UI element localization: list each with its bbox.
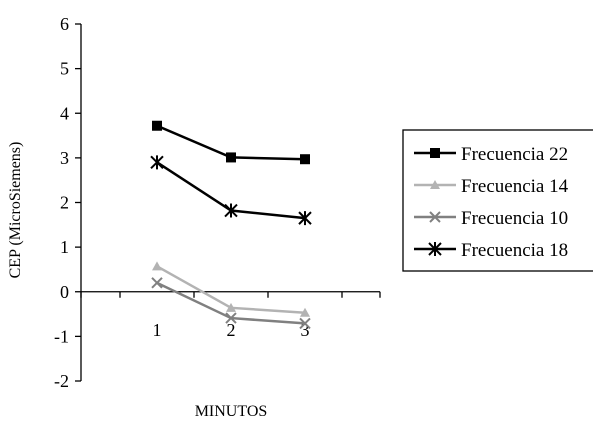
x-tick-label: 1	[153, 320, 162, 340]
y-tick-label: 6	[60, 14, 69, 34]
legend-label: Frecuencia 14	[461, 176, 569, 197]
legend-label: Frecuencia 18	[461, 240, 568, 261]
y-tick-label: -1	[54, 326, 69, 346]
legend-item: Frecuencia 22	[414, 144, 568, 165]
plot-area	[150, 120, 312, 330]
data-point	[298, 211, 312, 226]
data-point	[300, 307, 310, 317]
legend-label: Frecuencia 22	[461, 144, 568, 165]
data-point	[150, 155, 164, 170]
legend-marker	[430, 148, 440, 158]
y-tick-label: 5	[60, 59, 69, 79]
legend-label: Frecuencia 10	[461, 208, 568, 229]
legend-marker	[430, 180, 440, 189]
x-tick-label: 2	[227, 320, 236, 340]
data-point	[299, 317, 311, 330]
data-point	[151, 277, 163, 289]
x-axis-title: MINUTOS	[195, 403, 268, 420]
x-axis: 1 2 3	[80, 291, 381, 340]
y-tick-label: 2	[60, 193, 69, 213]
series-3	[151, 277, 311, 330]
y-axis-title: CEP (MicroSiemens)	[7, 142, 24, 279]
data-point	[300, 154, 310, 165]
legend-marker	[429, 211, 441, 223]
data-point	[152, 261, 162, 271]
legend-item: Frecuencia 14	[414, 176, 569, 197]
y-tick-label: -2	[54, 371, 69, 391]
series-4	[150, 155, 312, 226]
legend-marker	[428, 242, 442, 256]
legend-item: Frecuencia 10	[414, 208, 568, 229]
data-point	[226, 152, 236, 163]
data-point	[226, 302, 236, 312]
data-point	[225, 312, 237, 324]
y-tick-label: 4	[60, 103, 69, 123]
series-1	[152, 120, 310, 165]
y-tick-label: 1	[60, 237, 69, 257]
series-2	[152, 261, 310, 317]
data-point	[152, 120, 162, 131]
x-tick-label: 3	[301, 320, 310, 340]
y-tick-label: 3	[60, 148, 69, 168]
y-axis: -2 -1 0 1 2 3 4 5 6	[54, 14, 82, 391]
data-point	[224, 203, 238, 218]
legend-item: Frecuencia 18	[414, 240, 568, 261]
y-tick-label: 0	[60, 282, 69, 302]
legend: Frecuencia 22 Frecuencia 14 Frecuencia 10 F…	[402, 129, 593, 272]
